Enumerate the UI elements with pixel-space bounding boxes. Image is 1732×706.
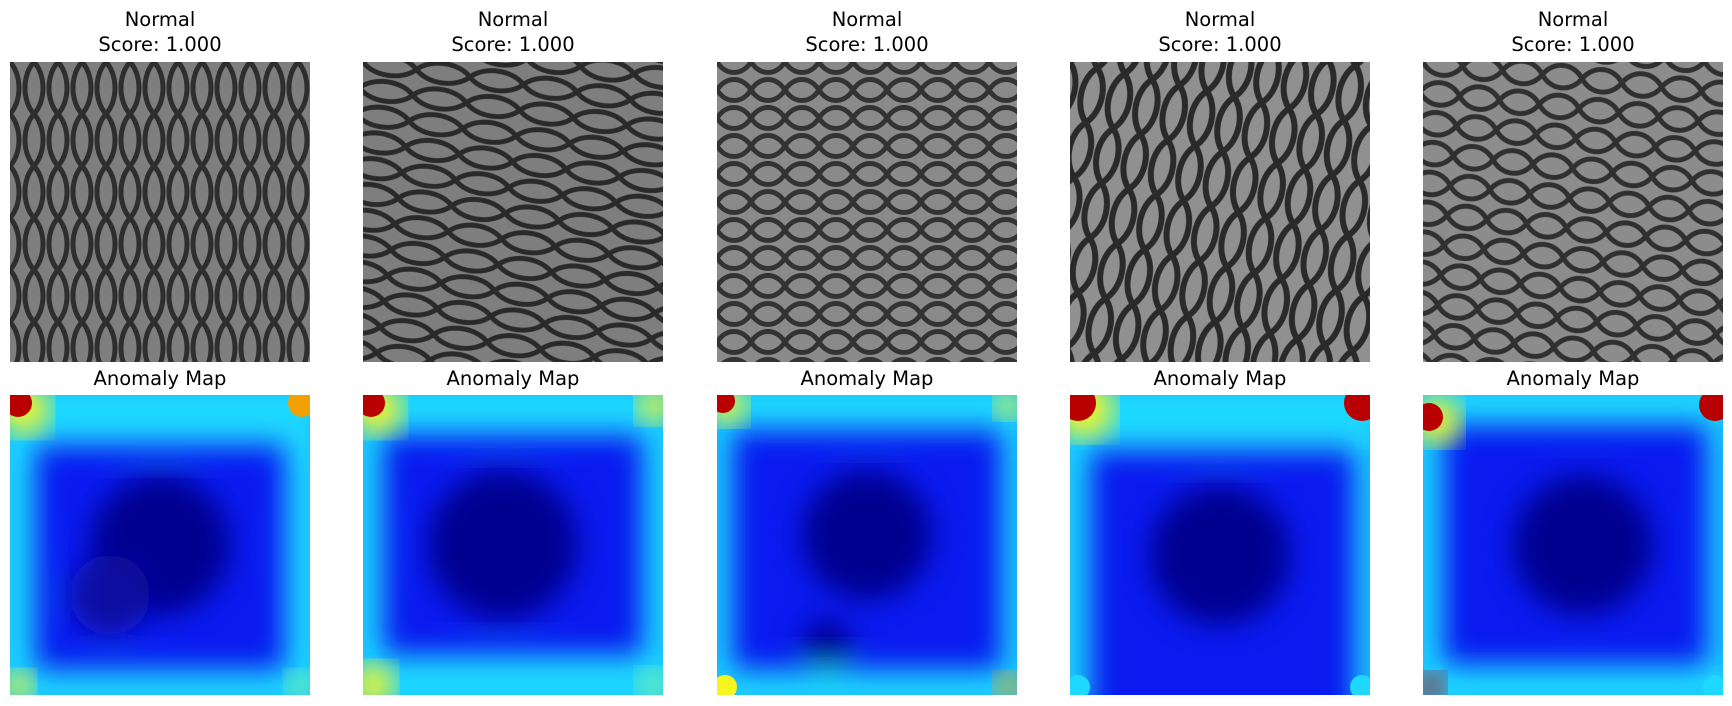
anomaly-map: [363, 395, 663, 695]
score-label: Score: 1.000: [805, 33, 929, 56]
anomaly-map: [10, 395, 310, 695]
anomaly-map: [1070, 395, 1370, 695]
score-label: Score: 1.000: [1511, 33, 1635, 56]
mesh-image: [717, 62, 1017, 362]
mesh-image: [1070, 62, 1370, 362]
score-label: Score: 1.000: [451, 33, 575, 56]
anomaly-map-title: Anomaly Map: [93, 367, 227, 390]
sample-label: Normal: [1537, 8, 1609, 31]
anomaly-map: [717, 395, 1017, 695]
anomaly-map: [1423, 395, 1723, 695]
mesh-image: [363, 62, 663, 362]
sample-label: Normal: [477, 8, 549, 31]
anomaly-map-title: Anomaly Map: [1153, 367, 1287, 390]
anomaly-map-title: Anomaly Map: [800, 367, 934, 390]
sample-label: Normal: [1184, 8, 1256, 31]
anomaly-map-title: Anomaly Map: [1506, 367, 1640, 390]
score-label: Score: 1.000: [98, 33, 222, 56]
score-label: Score: 1.000: [1158, 33, 1282, 56]
sample-label: Normal: [831, 8, 903, 31]
anomaly-map-title: Anomaly Map: [446, 367, 580, 390]
mesh-image: [10, 62, 310, 362]
mesh-image: [1423, 62, 1723, 362]
sample-label: Normal: [124, 8, 196, 31]
